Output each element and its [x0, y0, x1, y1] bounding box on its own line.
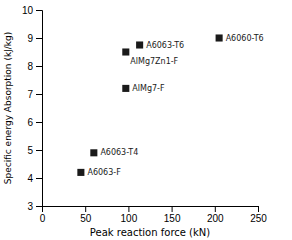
point-label: A6063-T6: [146, 41, 184, 50]
y-tick-label: 4: [27, 173, 33, 184]
point: [122, 85, 129, 92]
y-tick-label: 6: [27, 117, 33, 128]
x-tick-label: 200: [207, 213, 224, 224]
x-tick-label: 50: [80, 213, 92, 224]
y-tick-mark: [36, 178, 42, 179]
y-tick-mark: [36, 206, 42, 207]
y-axis: 3 4 5 6 7 8 9 10: [22, 5, 43, 212]
point: [122, 48, 129, 55]
y-axis-title: Specific energy Absorption (kJ/kg): [3, 32, 13, 185]
x-tick: 150: [164, 206, 181, 224]
x-tick: 100: [121, 206, 138, 224]
y-tick: 4: [27, 173, 42, 184]
point-label: A6063-T4: [100, 148, 138, 157]
point: [77, 169, 84, 176]
point: [136, 41, 143, 48]
x-tick-mark: [258, 206, 259, 212]
x-tick-label: 100: [121, 213, 138, 224]
y-tick-mark: [36, 94, 42, 95]
y-tick: 10: [22, 5, 42, 16]
y-tick-label: 8: [27, 61, 33, 72]
x-axis-title: Peak reaction force (kN): [90, 227, 210, 238]
point: [90, 149, 97, 156]
x-tick-mark: [128, 206, 129, 212]
plot: 0 50 100 150 200 250 3 4 5 6 7 8 9 10 A6060-T6 A6063-T6…: [22, 5, 267, 224]
x-tick: 200: [207, 206, 224, 224]
x-tick: 50: [80, 206, 92, 224]
x-axis-line: [43, 207, 259, 213]
point-label: AlMg7Zn1-F: [130, 57, 178, 66]
y-tick-label: 10: [22, 5, 34, 16]
y-tick: 8: [27, 61, 42, 72]
y-tick: 6: [27, 117, 42, 128]
point-label: AlMg7-F: [132, 84, 165, 93]
y-tick-label: 7: [27, 89, 33, 100]
point-label: A6060-T6: [226, 34, 264, 43]
chart: 0 50 100 150 200 250 3 4 5 6 7 8 9 10 A6060-T6 A6063-T6…: [0, 0, 292, 240]
y-axis-line: [36, 11, 43, 207]
y-tick-label: 5: [27, 145, 33, 156]
y-tick: 7: [27, 89, 42, 100]
x-tick-mark: [215, 206, 216, 212]
y-tick-mark: [36, 122, 42, 123]
x-tick: 250: [250, 206, 267, 224]
y-tick-label: 9: [27, 33, 33, 44]
x-axis: 0 50 100 150 200 250: [40, 206, 268, 224]
point-labels: A6060-T6 A6063-T6 AlMg7Zn1-F AlMg7-F A6063-T…: [87, 34, 263, 177]
x-tick-mark: [172, 206, 173, 212]
y-tick-label: 3: [27, 201, 33, 212]
y-tick: 5: [27, 145, 42, 156]
x-tick-label: 250: [250, 213, 267, 224]
x-tick-label: 0: [40, 213, 46, 224]
y-tick-mark: [36, 38, 42, 39]
y-tick-mark: [36, 150, 42, 151]
points: [77, 34, 222, 175]
point-label: A6063-F: [87, 168, 121, 177]
y-tick: 9: [27, 33, 42, 44]
x-tick-label: 150: [164, 213, 181, 224]
x-tick: 0: [40, 206, 46, 224]
y-tick-mark: [36, 66, 42, 67]
point: [216, 34, 223, 41]
y-tick: 3: [27, 201, 42, 212]
y-tick-mark: [36, 10, 42, 11]
x-tick-mark: [85, 206, 86, 212]
